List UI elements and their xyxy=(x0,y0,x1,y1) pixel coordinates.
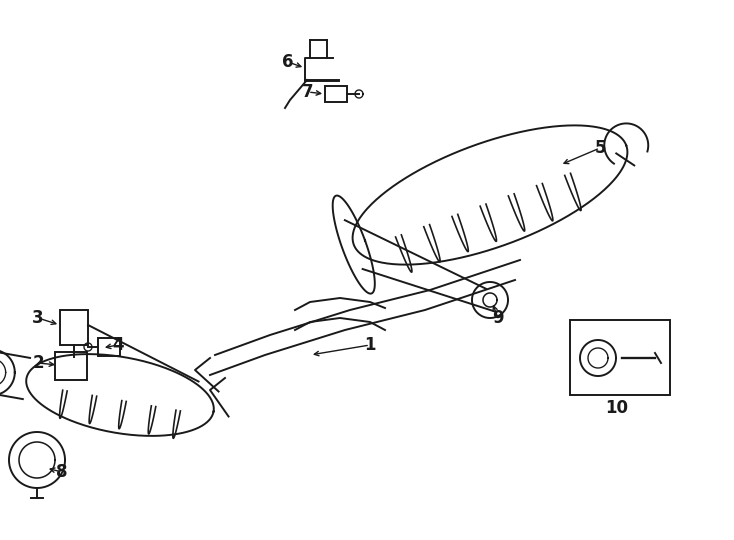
Text: 3: 3 xyxy=(32,309,44,327)
Bar xyxy=(60,310,88,345)
Bar xyxy=(98,338,120,356)
Text: 8: 8 xyxy=(57,463,68,481)
Bar xyxy=(325,86,347,102)
Text: 4: 4 xyxy=(112,336,124,354)
Text: 7: 7 xyxy=(302,83,314,101)
Text: 9: 9 xyxy=(493,309,504,327)
Text: 2: 2 xyxy=(32,354,44,372)
Text: 5: 5 xyxy=(595,139,606,157)
Bar xyxy=(570,320,670,395)
Text: 10: 10 xyxy=(606,399,628,417)
Bar xyxy=(55,352,87,380)
Text: 6: 6 xyxy=(283,53,294,71)
Text: 1: 1 xyxy=(364,336,376,354)
